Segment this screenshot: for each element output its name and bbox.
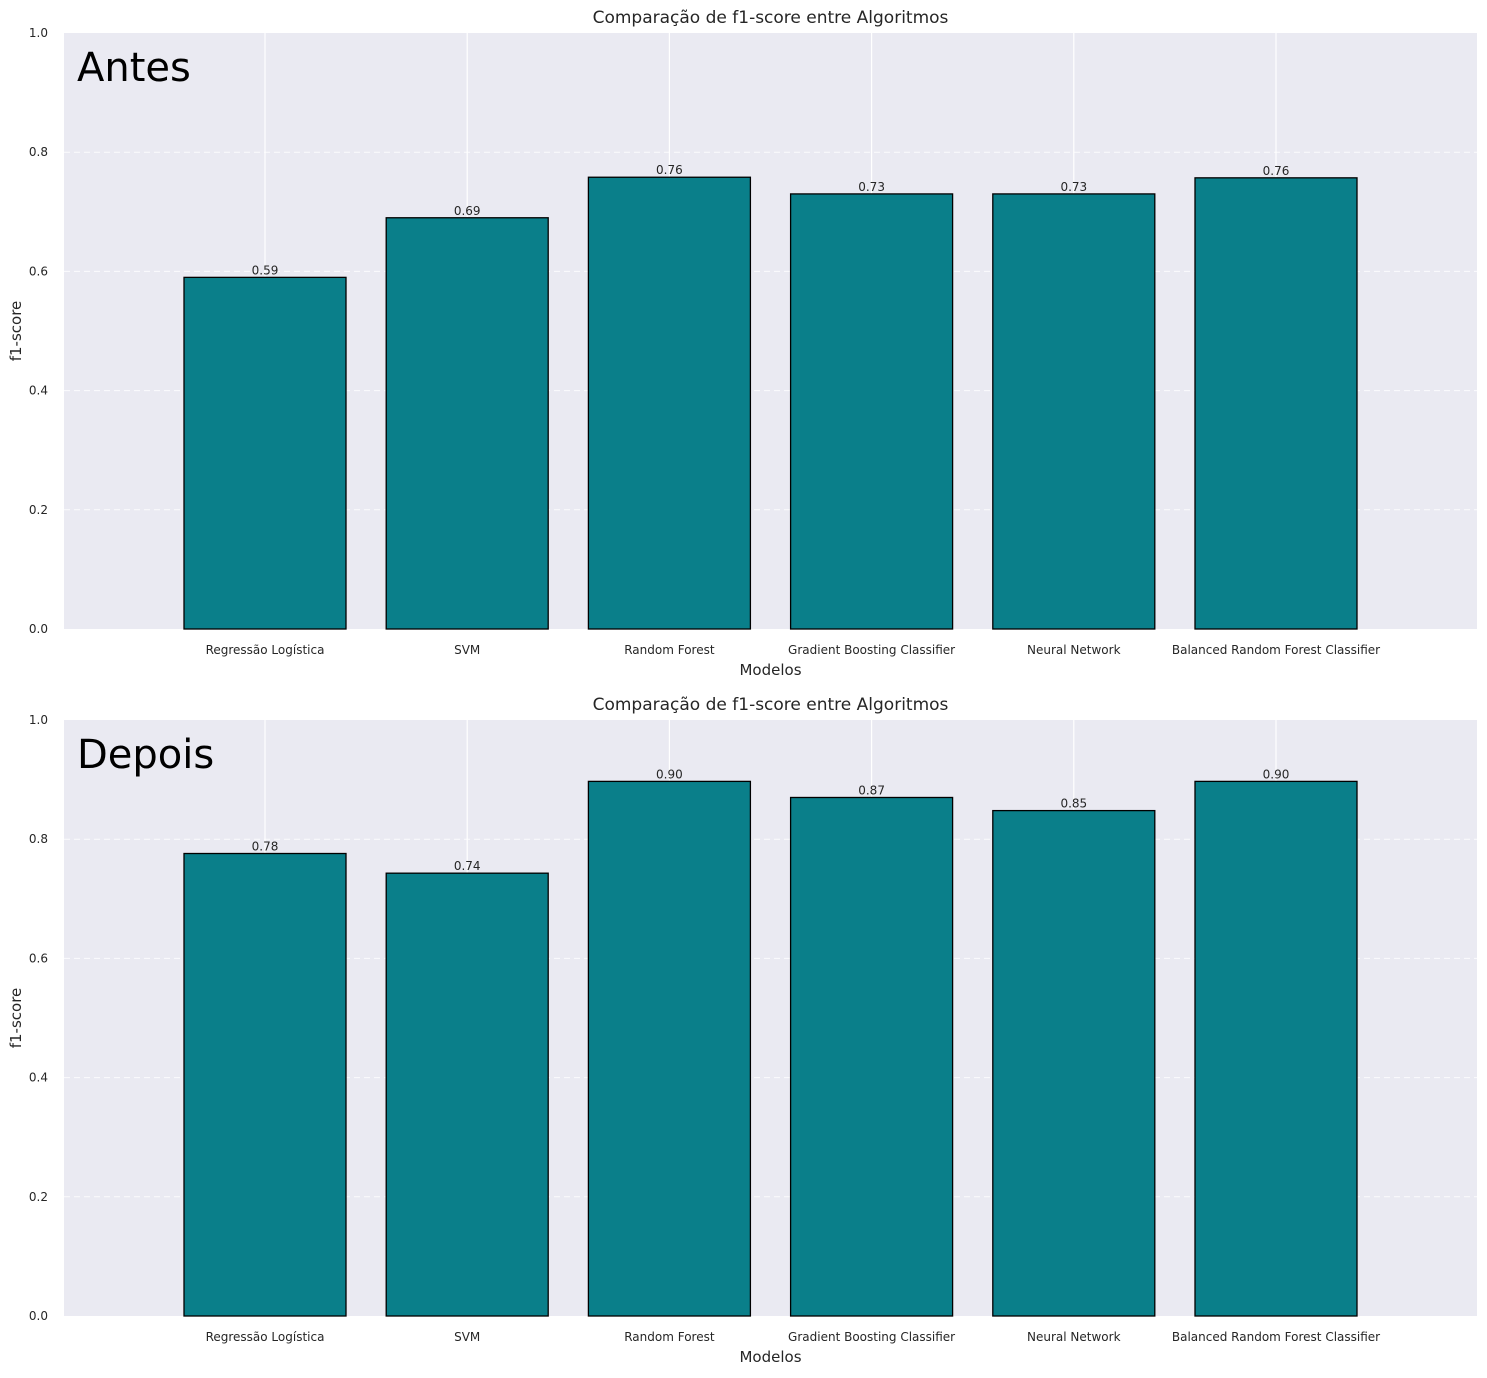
y-tick-label: 0.4 (29, 384, 48, 398)
panel-tag: Depois (77, 732, 214, 778)
x-tick-label: Balanced Random Forest Classifier (1172, 1330, 1380, 1344)
bar-value-label: 0.74 (454, 859, 481, 873)
y-tick-label: 0.8 (29, 145, 48, 159)
bar (992, 193, 1156, 630)
bar (183, 852, 347, 1317)
bar (992, 809, 1156, 1317)
x-tick-label: Balanced Random Forest Classifier (1172, 643, 1380, 657)
bar (183, 276, 347, 630)
bar-value-label: 0.90 (656, 767, 683, 781)
bar-value-label: 0.85 (1060, 797, 1087, 811)
y-tick-label: 1.0 (29, 713, 48, 727)
y-tick-label: 0.2 (29, 503, 48, 517)
y-tick-label: 0.8 (29, 832, 48, 846)
y-tick-label: 0.2 (29, 1190, 48, 1204)
y-axis-label: f1-score (7, 988, 25, 1049)
x-axis-label: Modelos (739, 1348, 801, 1366)
bar-value-label: 0.78 (252, 840, 279, 854)
bar (1194, 780, 1358, 1317)
bar-value-label: 0.69 (454, 204, 481, 218)
x-tick-label: SVM (454, 643, 480, 657)
bar (587, 176, 752, 630)
bar-value-label: 0.90 (1263, 767, 1290, 781)
y-tick-label: 0.4 (29, 1071, 48, 1085)
bar-value-label: 0.73 (1060, 180, 1087, 194)
bar (385, 872, 549, 1317)
chart-title: Comparação de f1-score entre Algoritmos (593, 695, 949, 715)
bar-value-label: 0.59 (252, 263, 279, 277)
y-tick-label: 0.0 (29, 622, 48, 636)
bar-value-label: 0.87 (858, 783, 885, 797)
x-tick-label: SVM (454, 1330, 480, 1344)
bar (789, 796, 954, 1317)
x-axis-label: Modelos (739, 661, 801, 679)
y-tick-label: 0.0 (29, 1309, 48, 1323)
x-tick-label: Regressão Logística (206, 1330, 325, 1344)
bar (789, 193, 954, 630)
bar (1194, 177, 1358, 630)
y-tick-label: 0.6 (29, 264, 48, 278)
y-tick-label: 0.6 (29, 951, 48, 965)
y-tick-label: 1.0 (29, 26, 48, 40)
chart-title: Comparação de f1-score entre Algoritmos (593, 8, 949, 28)
bar-value-label: 0.73 (858, 180, 885, 194)
x-tick-label: Gradient Boosting Classifier (788, 1330, 955, 1344)
x-tick-label: Neural Network (1027, 1330, 1121, 1344)
bar (587, 780, 752, 1317)
x-tick-label: Neural Network (1027, 643, 1121, 657)
x-tick-label: Random Forest (624, 643, 715, 657)
y-axis-label: f1-score (7, 301, 25, 362)
panel-tag: Antes (77, 45, 191, 91)
bar-value-label: 0.76 (656, 163, 683, 177)
x-tick-label: Regressão Logística (206, 643, 325, 657)
bar (385, 217, 549, 630)
x-tick-label: Gradient Boosting Classifier (788, 643, 955, 657)
x-tick-label: Random Forest (624, 1330, 715, 1344)
bar-value-label: 0.76 (1263, 164, 1290, 178)
